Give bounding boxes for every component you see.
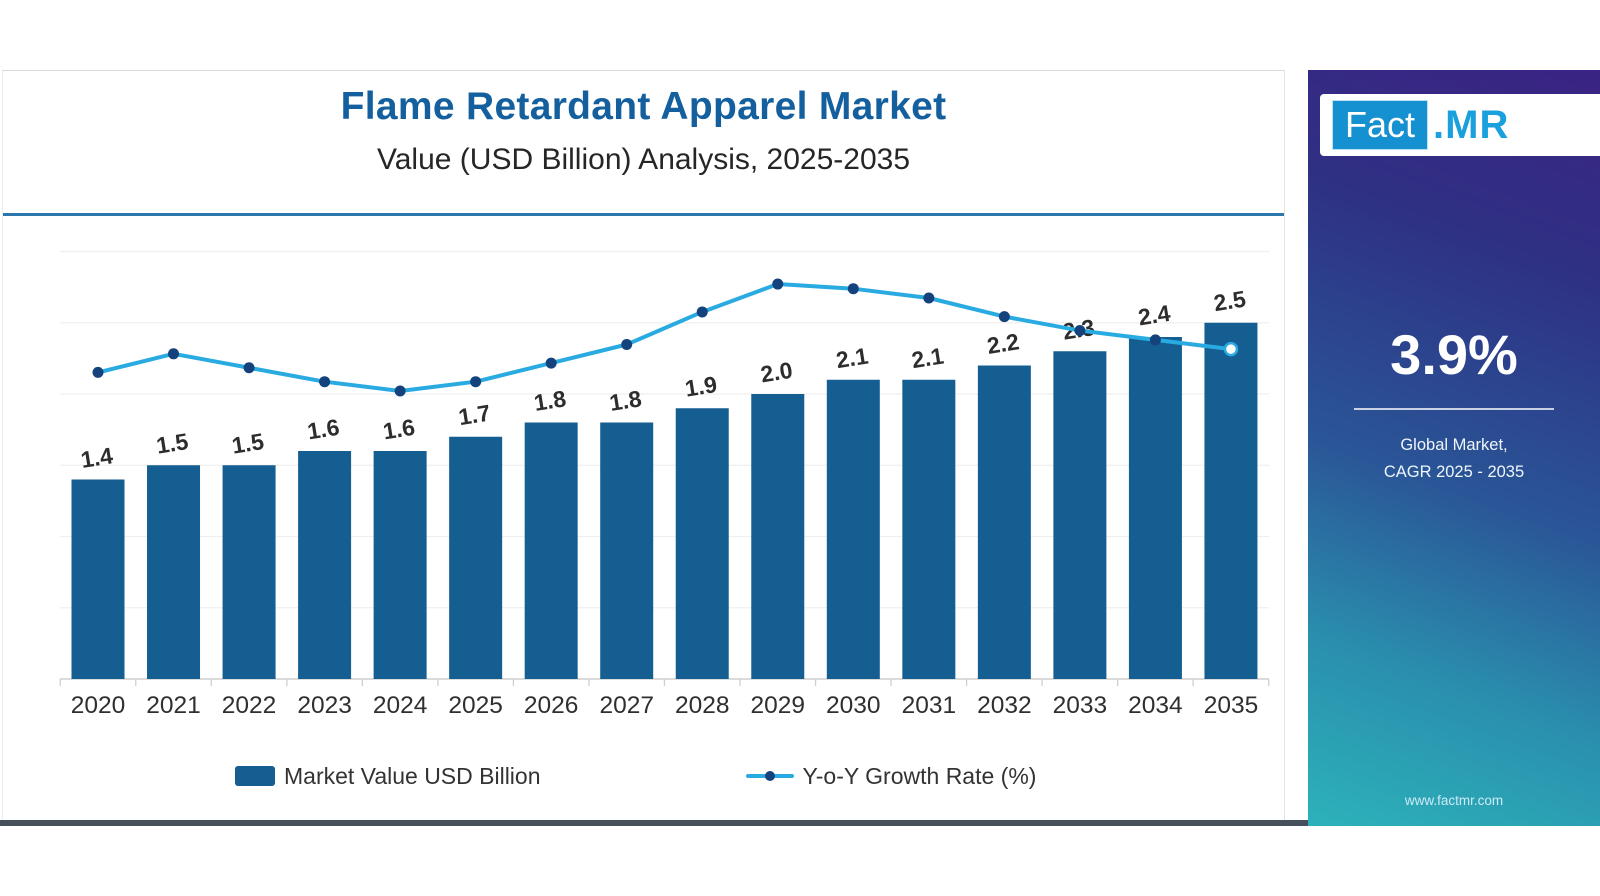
bar-value-label: 2.2 <box>985 328 1021 359</box>
bar-value-label: 1.4 <box>79 442 115 473</box>
growth-marker-open <box>1223 341 1239 357</box>
growth-marker <box>998 311 1010 323</box>
year-label: 2029 <box>751 692 806 719</box>
bar-value-label: 1.5 <box>230 428 266 459</box>
bar <box>675 408 729 679</box>
growth-marker <box>243 362 255 374</box>
sidebar: Fact .MR 3.9% Global Market, CAGR 2025 -… <box>1308 70 1600 826</box>
year-label: 2033 <box>1053 692 1108 719</box>
growth-marker <box>772 278 784 290</box>
year-label: 2020 <box>71 692 126 719</box>
bar <box>826 379 880 679</box>
title-divider <box>3 213 1284 216</box>
year-label: 2026 <box>524 692 579 719</box>
bar <box>1053 351 1107 679</box>
year-label: 2021 <box>146 692 201 719</box>
bar <box>600 422 654 679</box>
growth-marker <box>319 376 331 388</box>
year-label: 2035 <box>1204 692 1259 719</box>
legend-label-market-value: Market Value USD Billion <box>284 762 541 789</box>
year-label: 2031 <box>902 692 957 719</box>
growth-marker <box>545 357 557 369</box>
sidebar-divider <box>1354 408 1554 410</box>
bar <box>298 451 352 679</box>
bar <box>524 422 578 679</box>
year-label: 2030 <box>826 692 881 719</box>
bar-value-label: 1.5 <box>154 428 190 459</box>
bar-value-label: 1.6 <box>381 414 417 445</box>
bar <box>449 436 503 679</box>
bar <box>751 394 805 679</box>
growth-marker <box>470 376 482 388</box>
bar-value-label: 1.6 <box>306 414 342 445</box>
growth-marker <box>1149 334 1161 346</box>
chart-subtitle: Value (USD Billion) Analysis, 2025-2035 <box>376 143 911 176</box>
bar <box>977 365 1031 679</box>
year-label: 2024 <box>373 692 428 719</box>
bar <box>1204 322 1258 679</box>
bar-value-label: 2.1 <box>834 342 870 373</box>
bar-value-label: 1.7 <box>457 400 493 431</box>
growth-marker <box>168 348 180 360</box>
year-label: 2025 <box>448 692 503 719</box>
combo-chart: 1.4 1.5 1.5 1.6 1.6 1.7 1.8 1.8 1.9 2.0 2.1 2.1 2.2 2… <box>59 250 1270 719</box>
growth-marker <box>923 292 935 304</box>
cagr-value: 3.9% <box>1390 323 1518 386</box>
logo-fact-text: Fact <box>1332 100 1429 150</box>
cagr-caption: Global Market, CAGR 2025 - 2035 <box>1308 432 1600 486</box>
logo-mr-text: .MR <box>1433 102 1510 147</box>
bar-value-label: 2.0 <box>759 357 795 388</box>
year-label: 2027 <box>599 692 654 719</box>
year-label: 2023 <box>297 692 352 719</box>
cagr-caption-line1: Global Market, <box>1400 436 1508 454</box>
year-label: 2022 <box>222 692 277 719</box>
chart-title: Flame Retardant Apparel Market <box>340 85 947 128</box>
year-label: 2028 <box>675 692 730 719</box>
bar-value-label: 2.1 <box>910 342 946 373</box>
bar <box>902 379 956 679</box>
legend-item-market-value: Market Value USD Billion <box>235 763 541 790</box>
card-bottom-border <box>0 820 1308 826</box>
website-url: www.factmr.com <box>1404 793 1504 808</box>
line-legend-marker-icon <box>764 771 775 781</box>
growth-marker <box>696 306 708 318</box>
legend-label-growth-rate: Y-o-Y Growth Rate (%) <box>802 762 1037 789</box>
growth-marker <box>394 385 406 397</box>
bar <box>222 465 276 679</box>
growth-marker <box>1074 325 1086 337</box>
factmr-logo: Fact .MR <box>1320 94 1600 156</box>
bar <box>71 479 125 679</box>
bar <box>1128 337 1182 679</box>
bar-legend-swatch <box>235 766 275 786</box>
bar <box>373 451 427 679</box>
bar-value-label: 1.8 <box>608 385 644 416</box>
legend-item-growth-rate: Y-o-Y Growth Rate (%) <box>745 762 1037 790</box>
year-label: 2032 <box>977 692 1032 719</box>
bar-value-label: 2.4 <box>1136 300 1172 331</box>
chart-legend: Market Value USD Billion Y-o-Y Growth Ra… <box>3 759 1284 793</box>
bar-value-label: 1.8 <box>532 385 568 416</box>
line-legend-swatch <box>745 771 794 781</box>
growth-marker <box>92 366 104 378</box>
bar-value-label: 1.9 <box>683 371 719 402</box>
year-label: 2034 <box>1128 692 1183 719</box>
growth-marker <box>621 339 633 350</box>
growth-line <box>96 282 1233 393</box>
growth-marker <box>847 283 859 295</box>
bar-value-label: 2.5 <box>1212 285 1248 316</box>
chart-card: Flame Retardant Apparel Market Value (US… <box>2 70 1285 821</box>
bar <box>147 465 201 679</box>
cagr-caption-line2: CAGR 2025 - 2035 <box>1383 463 1525 481</box>
